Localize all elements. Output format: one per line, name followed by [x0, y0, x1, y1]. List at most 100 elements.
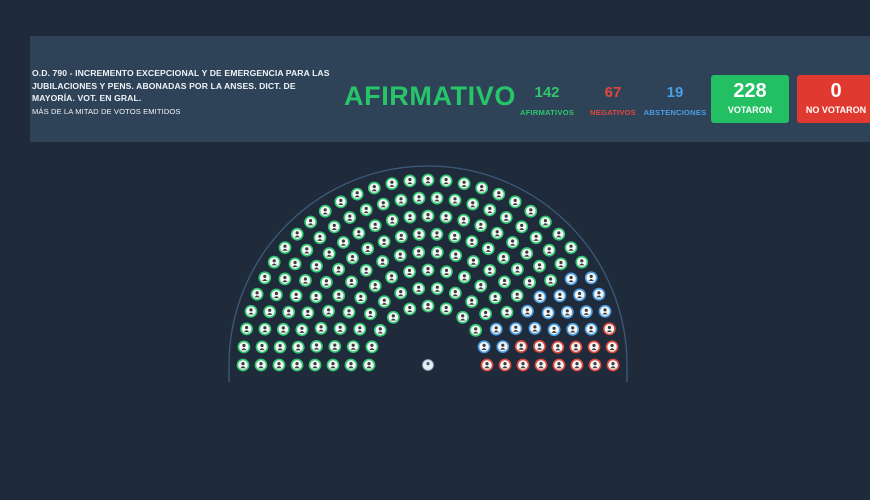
seat-afirmativo[interactable]: [421, 299, 435, 313]
seat-afirmativo[interactable]: [533, 259, 546, 273]
seat-afirmativo[interactable]: [301, 306, 315, 320]
seat-afirmativo[interactable]: [354, 291, 368, 305]
seat-negativo[interactable]: [605, 340, 619, 354]
seat-afirmativo[interactable]: [236, 358, 250, 372]
seat-afirmativo[interactable]: [269, 288, 283, 302]
seat-afirmativo[interactable]: [310, 259, 323, 273]
seat-afirmativo[interactable]: [412, 245, 426, 259]
seat-abstencion[interactable]: [560, 305, 574, 319]
seat-abstencion[interactable]: [553, 289, 567, 303]
seat-afirmativo[interactable]: [310, 339, 323, 353]
seat-afirmativo[interactable]: [523, 275, 536, 289]
seat-afirmativo[interactable]: [386, 310, 400, 324]
seat-afirmativo[interactable]: [300, 243, 314, 257]
seat-afirmativo[interactable]: [393, 249, 407, 262]
seat-afirmativo[interactable]: [448, 286, 462, 300]
seat-abstencion[interactable]: [533, 290, 547, 304]
seat-afirmativo[interactable]: [289, 289, 303, 303]
seat-afirmativo[interactable]: [499, 211, 513, 224]
seat-afirmativo[interactable]: [343, 211, 357, 224]
seat-negativo[interactable]: [606, 358, 620, 372]
seat-afirmativo[interactable]: [313, 231, 327, 245]
seat-afirmativo[interactable]: [479, 307, 492, 321]
seat-abstencion[interactable]: [477, 340, 491, 354]
seat-afirmativo[interactable]: [394, 286, 408, 300]
seat-negativo[interactable]: [516, 358, 530, 372]
seat-abstencion[interactable]: [489, 322, 503, 336]
seat-afirmativo[interactable]: [359, 203, 373, 217]
seat-afirmativo[interactable]: [361, 242, 375, 256]
seat-afirmativo[interactable]: [421, 173, 435, 187]
seat-afirmativo[interactable]: [539, 215, 552, 229]
seat-afirmativo[interactable]: [421, 263, 435, 277]
president-seat[interactable]: [422, 359, 434, 371]
seat-abstencion[interactable]: [584, 322, 598, 336]
seat-abstencion[interactable]: [592, 287, 606, 301]
seat-afirmativo[interactable]: [564, 241, 578, 254]
seat-afirmativo[interactable]: [394, 230, 408, 244]
seat-afirmativo[interactable]: [332, 262, 345, 276]
seat-negativo[interactable]: [551, 340, 565, 354]
seat-afirmativo[interactable]: [332, 289, 346, 302]
seat-afirmativo[interactable]: [258, 271, 272, 285]
seat-afirmativo[interactable]: [403, 302, 417, 316]
seat-afirmativo[interactable]: [333, 322, 347, 335]
seat-abstencion[interactable]: [521, 304, 534, 318]
seat-afirmativo[interactable]: [344, 358, 358, 372]
seat-afirmativo[interactable]: [469, 323, 483, 337]
seat-abstencion[interactable]: [566, 322, 580, 336]
seat-afirmativo[interactable]: [412, 282, 426, 295]
seat-negativo[interactable]: [570, 358, 584, 372]
seat-negativo[interactable]: [514, 340, 528, 353]
seat-negativo[interactable]: [534, 358, 548, 372]
seat-afirmativo[interactable]: [359, 263, 373, 277]
seat-afirmativo[interactable]: [377, 295, 391, 308]
seat-afirmativo[interactable]: [272, 358, 286, 372]
seat-afirmativo[interactable]: [385, 177, 399, 190]
seat-afirmativo[interactable]: [353, 322, 367, 336]
seat-afirmativo[interactable]: [244, 304, 258, 318]
seat-afirmativo[interactable]: [466, 255, 480, 268]
seat-afirmativo[interactable]: [575, 255, 589, 269]
seat-abstencion[interactable]: [579, 305, 593, 319]
seat-afirmativo[interactable]: [439, 174, 453, 188]
seat-negativo[interactable]: [603, 322, 616, 336]
seat-afirmativo[interactable]: [352, 226, 366, 240]
seat-afirmativo[interactable]: [457, 177, 471, 190]
seat-afirmativo[interactable]: [475, 181, 489, 195]
seat-afirmativo[interactable]: [362, 358, 376, 372]
seat-negativo[interactable]: [587, 340, 601, 354]
seat-afirmativo[interactable]: [430, 227, 444, 241]
seat-afirmativo[interactable]: [492, 187, 506, 201]
seat-afirmativo[interactable]: [263, 305, 277, 319]
seat-afirmativo[interactable]: [421, 209, 435, 223]
seat-afirmativo[interactable]: [319, 275, 333, 289]
seat-afirmativo[interactable]: [278, 272, 292, 286]
seat-afirmativo[interactable]: [394, 193, 408, 207]
seat-afirmativo[interactable]: [314, 321, 328, 335]
seat-afirmativo[interactable]: [449, 249, 463, 262]
seat-afirmativo[interactable]: [288, 257, 302, 271]
seat-afirmativo[interactable]: [295, 323, 309, 337]
seat-afirmativo[interactable]: [377, 235, 391, 248]
seat-afirmativo[interactable]: [457, 213, 471, 227]
seat-afirmativo[interactable]: [376, 255, 389, 268]
seat-afirmativo[interactable]: [544, 273, 557, 287]
seat-afirmativo[interactable]: [376, 197, 390, 211]
seat-afirmativo[interactable]: [334, 195, 348, 209]
seat-afirmativo[interactable]: [258, 322, 272, 336]
seat-afirmativo[interactable]: [342, 305, 356, 319]
seat-afirmativo[interactable]: [488, 291, 502, 305]
seat-afirmativo[interactable]: [308, 358, 322, 372]
seat-afirmativo[interactable]: [457, 270, 471, 284]
seat-afirmativo[interactable]: [278, 241, 292, 254]
seat-afirmativo[interactable]: [237, 340, 251, 354]
seat-afirmativo[interactable]: [318, 204, 332, 218]
seat-afirmativo[interactable]: [497, 251, 510, 265]
seat-negativo[interactable]: [588, 358, 602, 372]
seat-afirmativo[interactable]: [240, 322, 253, 336]
seat-afirmativo[interactable]: [367, 181, 381, 195]
seat-afirmativo[interactable]: [430, 282, 444, 295]
seat-afirmativo[interactable]: [520, 247, 534, 260]
seat-afirmativo[interactable]: [524, 204, 538, 218]
